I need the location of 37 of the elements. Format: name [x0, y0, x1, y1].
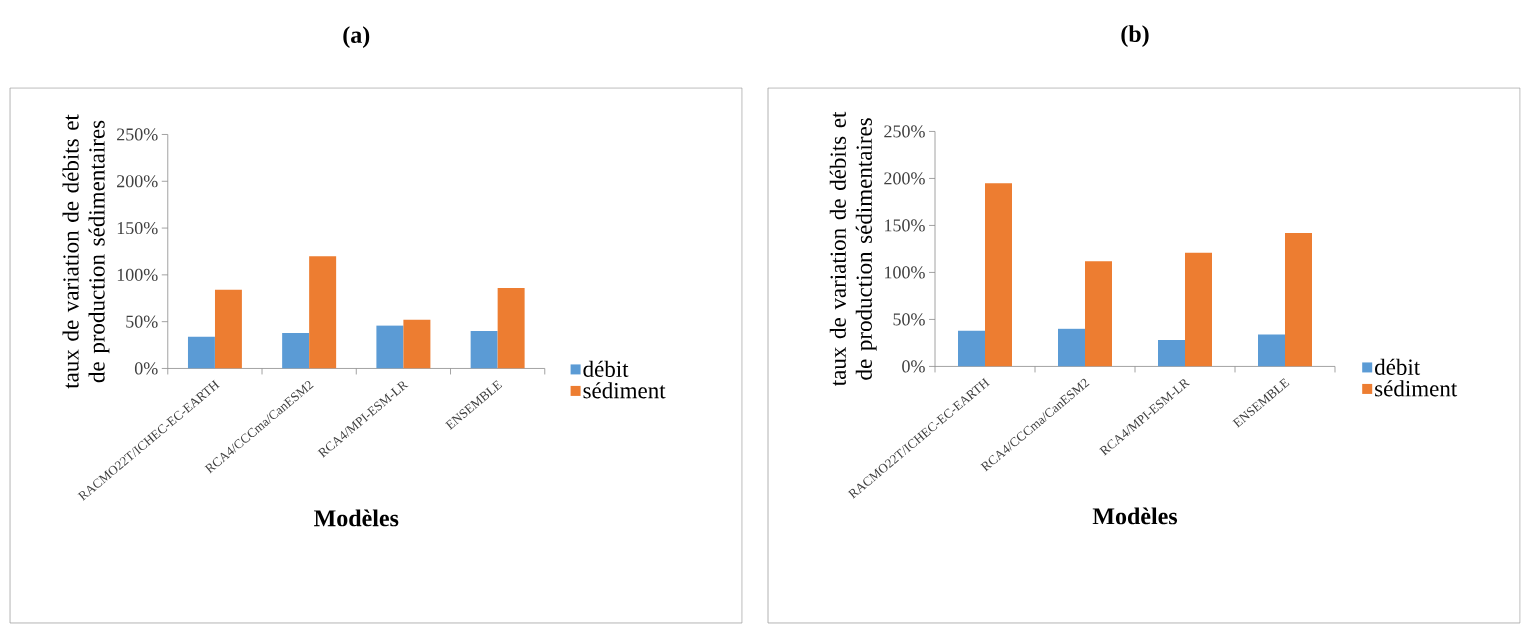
bar — [1185, 252, 1212, 367]
bar — [187, 336, 215, 369]
bar — [403, 319, 431, 369]
y-tick-label: 50% — [126, 315, 158, 328]
bar — [1085, 261, 1112, 367]
bar — [1258, 334, 1285, 367]
y-axis-title: taux de variation de débits et de production sédimentaires — [829, 111, 877, 387]
legend-label: sédiment — [583, 382, 666, 399]
y-tick-label: 150% — [117, 221, 158, 235]
chart-title: (a) — [343, 26, 370, 48]
y-tick-label: 250% — [884, 125, 925, 138]
bar — [1158, 340, 1185, 367]
y-tick-label: 0% — [902, 360, 925, 373]
bar — [309, 256, 337, 369]
bar — [1058, 328, 1085, 367]
bar — [958, 330, 985, 367]
y-tick-label: 100% — [885, 266, 925, 279]
y-tick-label: 150% — [885, 219, 925, 232]
bar — [985, 183, 1012, 367]
y-tick-label: 100% — [117, 268, 158, 281]
x-axis-title: Modèles — [1092, 507, 1178, 525]
bar — [214, 289, 242, 369]
y-tick-label: 250% — [117, 128, 158, 141]
y-tick-label: 200% — [884, 172, 925, 185]
y-tick-label: 0% — [134, 362, 158, 375]
bar — [376, 325, 404, 369]
legend-label: sédiment — [1375, 380, 1458, 397]
y-tick-label: 200% — [117, 175, 158, 188]
y-tick-label: 50% — [893, 313, 925, 326]
bar — [1285, 232, 1312, 367]
bar — [497, 287, 525, 369]
x-axis-title: Modèles — [314, 509, 399, 527]
chart-title: (b) — [1121, 25, 1149, 47]
bar — [470, 331, 498, 369]
legend-label: débit — [1375, 358, 1421, 375]
bar — [282, 332, 310, 369]
legend-label: débit — [583, 360, 629, 377]
